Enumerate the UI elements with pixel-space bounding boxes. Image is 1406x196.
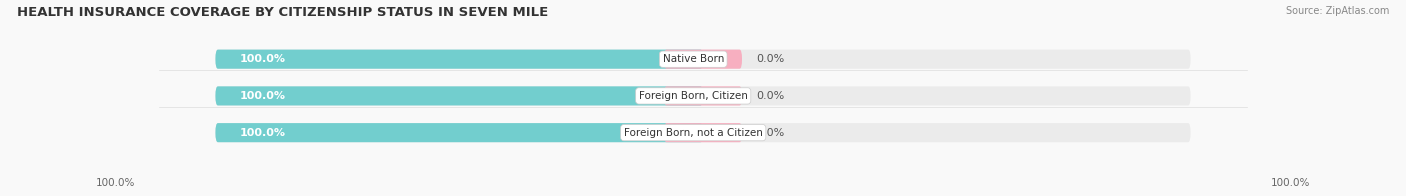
Text: 0.0%: 0.0%	[756, 54, 785, 64]
FancyBboxPatch shape	[664, 123, 742, 142]
Text: 100.0%: 100.0%	[96, 178, 135, 188]
Text: Foreign Born, not a Citizen: Foreign Born, not a Citizen	[624, 128, 762, 138]
Text: Source: ZipAtlas.com: Source: ZipAtlas.com	[1285, 6, 1389, 16]
FancyBboxPatch shape	[215, 123, 1191, 142]
Text: 100.0%: 100.0%	[1271, 178, 1310, 188]
FancyBboxPatch shape	[215, 86, 703, 105]
Text: 0.0%: 0.0%	[756, 91, 785, 101]
FancyBboxPatch shape	[664, 86, 742, 105]
FancyBboxPatch shape	[215, 123, 703, 142]
Text: 100.0%: 100.0%	[240, 91, 285, 101]
FancyBboxPatch shape	[215, 50, 703, 69]
Text: Foreign Born, Citizen: Foreign Born, Citizen	[638, 91, 748, 101]
FancyBboxPatch shape	[215, 50, 1191, 69]
Text: 0.0%: 0.0%	[756, 128, 785, 138]
FancyBboxPatch shape	[664, 50, 742, 69]
Text: 100.0%: 100.0%	[240, 128, 285, 138]
Text: Native Born: Native Born	[662, 54, 724, 64]
Text: 100.0%: 100.0%	[240, 54, 285, 64]
FancyBboxPatch shape	[215, 86, 1191, 105]
Text: HEALTH INSURANCE COVERAGE BY CITIZENSHIP STATUS IN SEVEN MILE: HEALTH INSURANCE COVERAGE BY CITIZENSHIP…	[17, 6, 548, 19]
